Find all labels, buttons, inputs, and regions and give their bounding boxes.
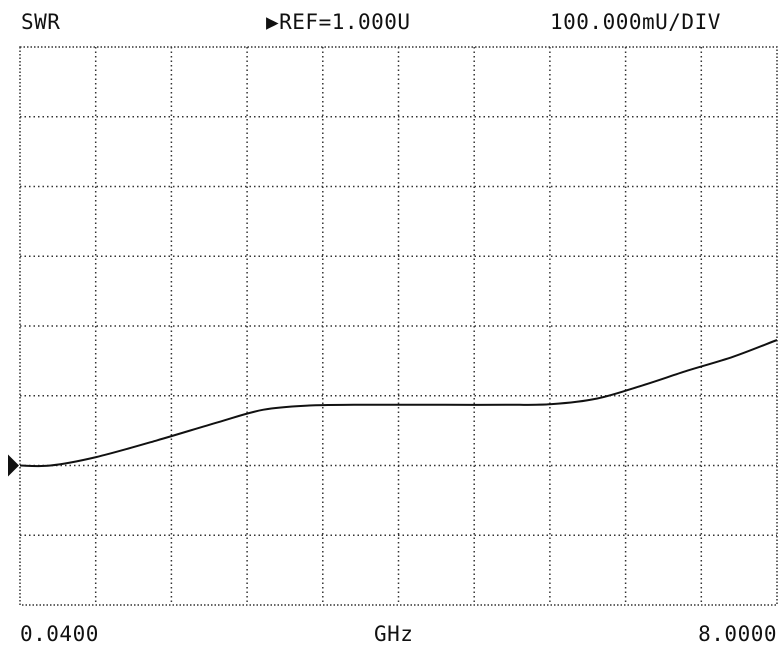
parameter-label: SWR xyxy=(21,10,61,34)
reference-marker-icon xyxy=(8,454,19,477)
grid xyxy=(20,47,777,605)
frequency-unit: GHz xyxy=(374,622,414,646)
reference-readout: ▶REF=1.000U xyxy=(266,10,411,34)
start-frequency: 0.0400 xyxy=(20,622,99,646)
stop-frequency: 8.0000 xyxy=(698,622,777,646)
plot-frame xyxy=(19,46,778,606)
scale-readout: 100.000mU/DIV xyxy=(550,10,721,34)
swr-trace xyxy=(19,339,778,468)
